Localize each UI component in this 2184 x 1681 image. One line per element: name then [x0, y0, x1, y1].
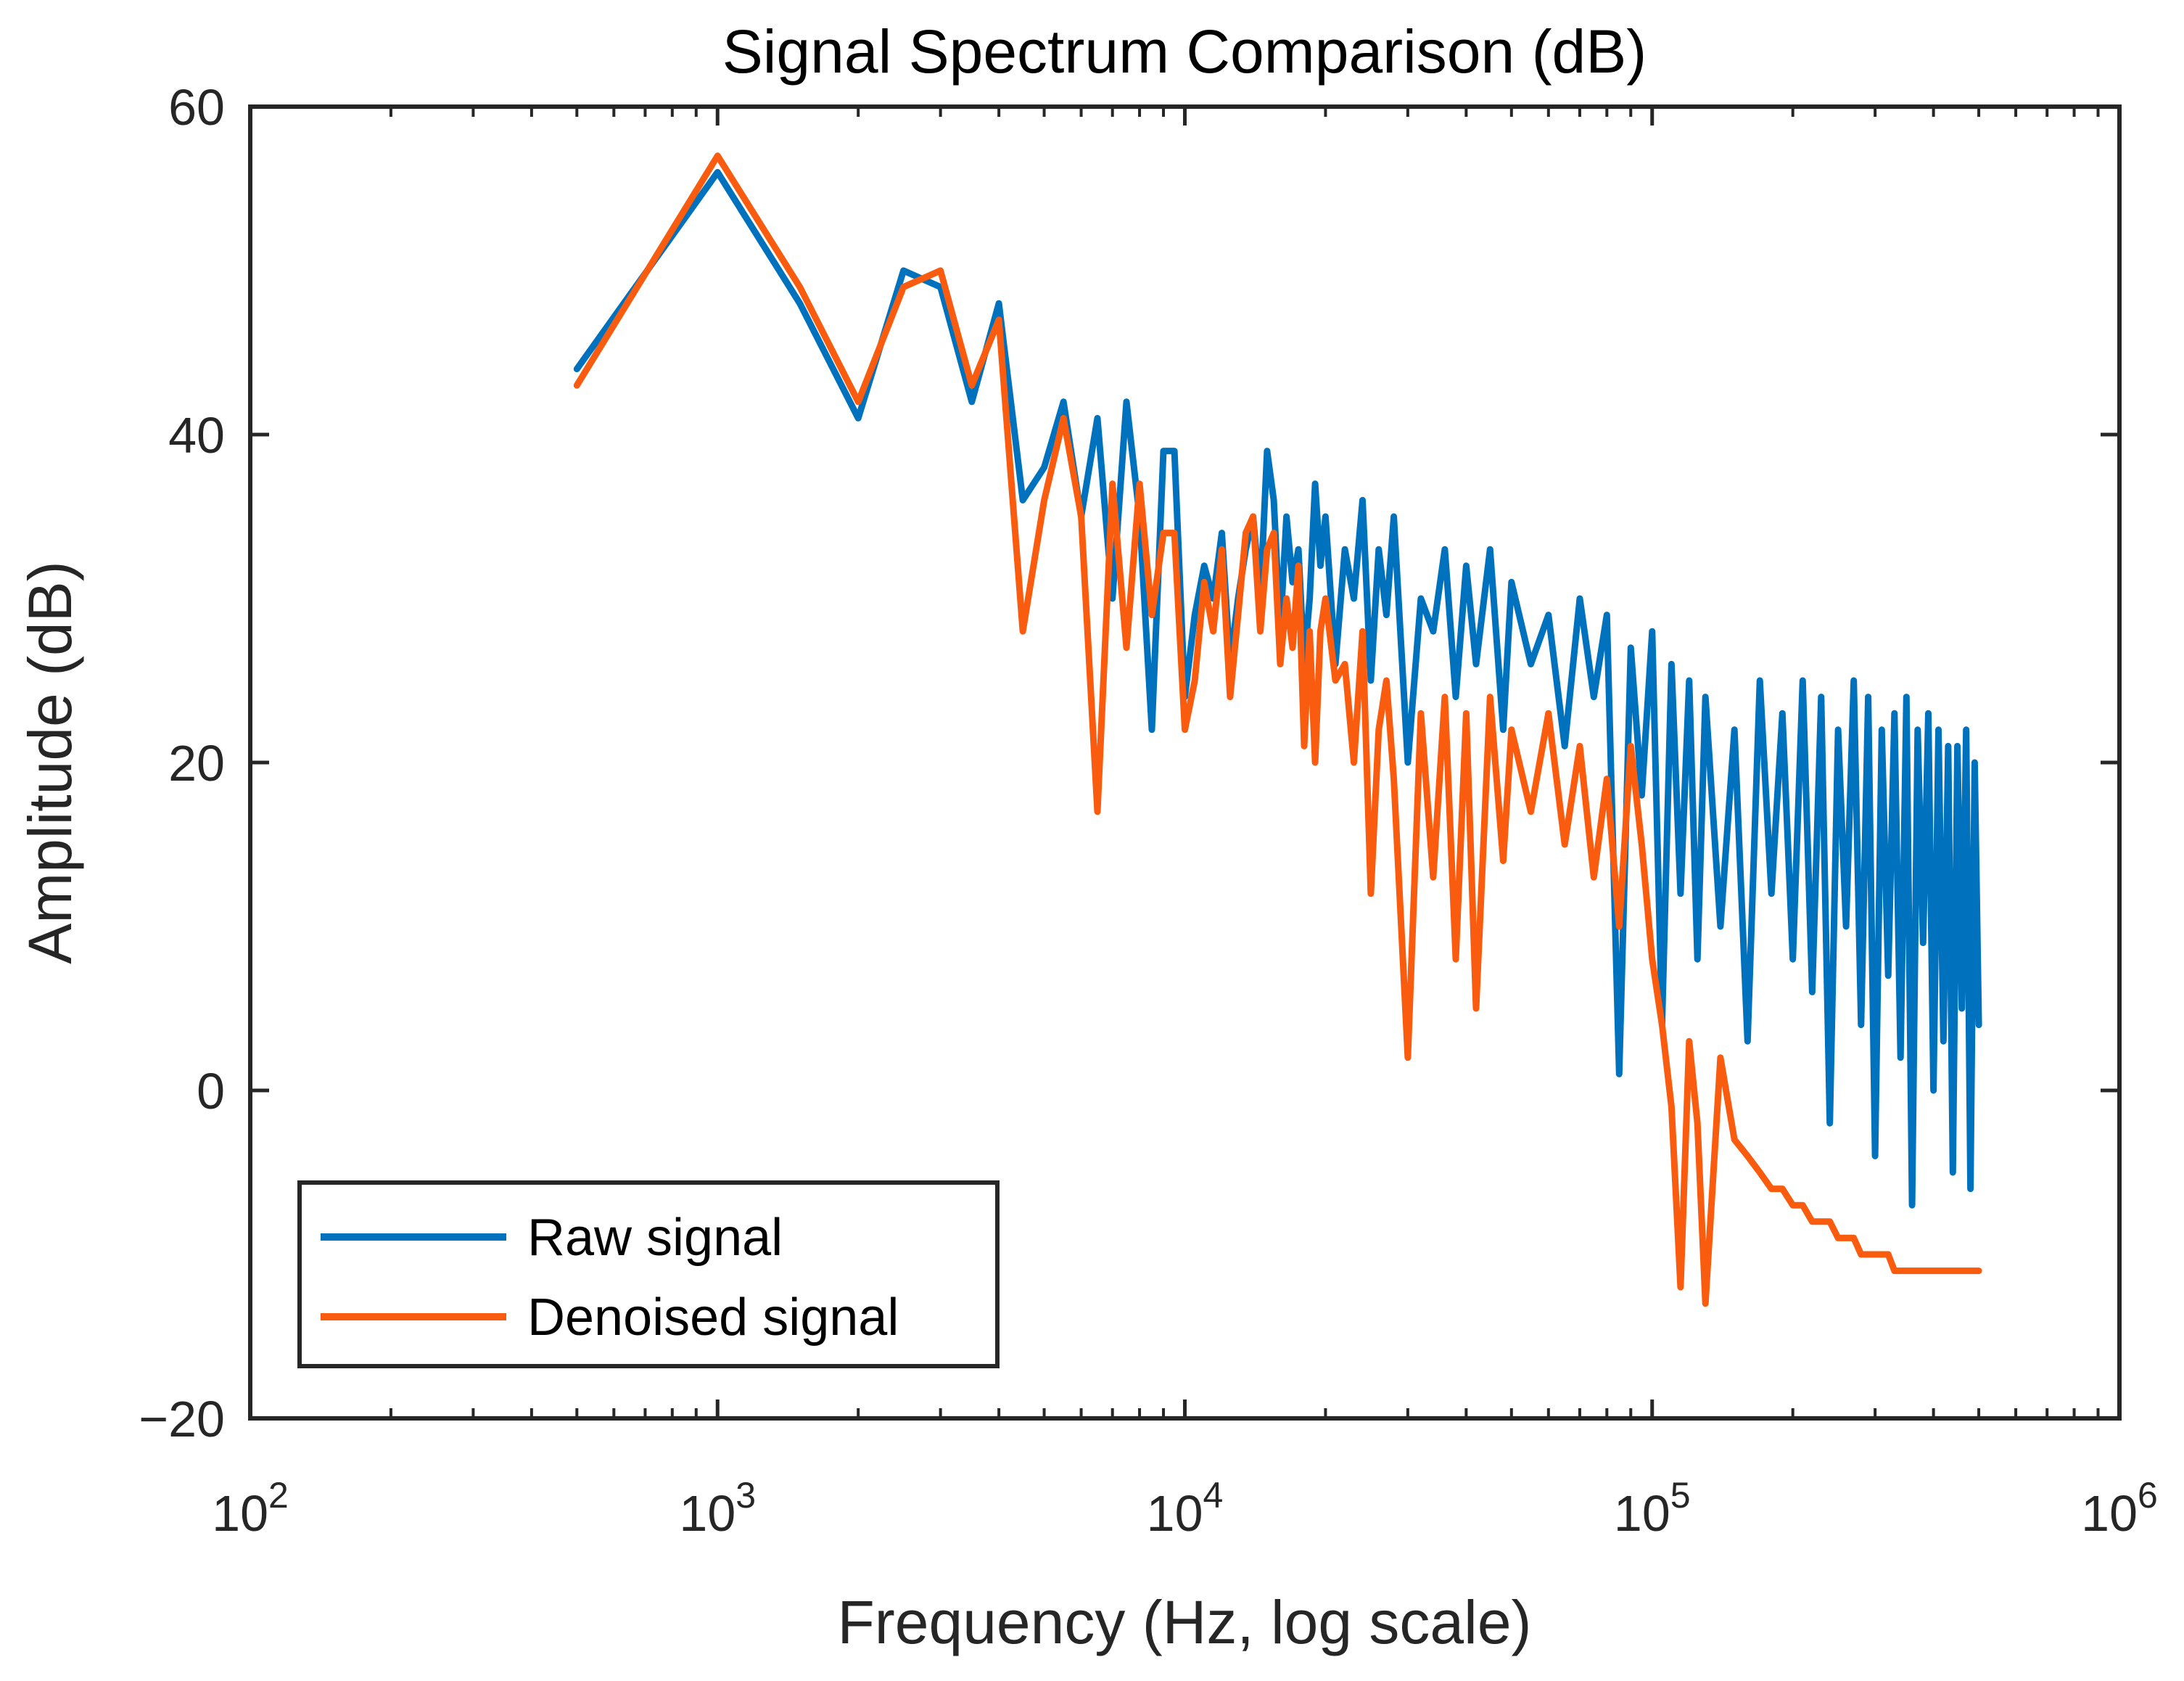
- legend-label-raw-signal: Raw signal: [527, 1209, 783, 1267]
- y-tick-label: 40: [168, 407, 225, 464]
- x-axis-title: Frequency (Hz, log scale): [837, 1588, 1531, 1656]
- legend-label-denoised-signal: Denoised signal: [527, 1289, 899, 1347]
- tick-layer: −20 0 20 40 60 102 103 104 105 106: [139, 79, 2158, 1542]
- x-tick-label: 106: [2081, 1475, 2158, 1542]
- x-tick-label: 102: [212, 1475, 289, 1542]
- y-tick-label: 20: [168, 735, 225, 792]
- y-tick-label: 60: [168, 79, 225, 136]
- legend-box: [297, 1180, 1000, 1368]
- series-line-denoised-signal: [573, 152, 1982, 1307]
- legend[interactable]: Raw signal Denoised signal: [297, 1180, 1000, 1368]
- y-tick-label: −20: [139, 1391, 225, 1447]
- y-axis-title: Amplitude (dB): [16, 561, 84, 964]
- x-tick-label: 104: [1147, 1475, 1224, 1542]
- series-line-raw-signal: [573, 168, 1982, 1209]
- x-tick-label: 103: [679, 1475, 756, 1542]
- chart-title: Signal Spectrum Comparison (dB): [722, 17, 1647, 86]
- series-layer: [573, 152, 1982, 1307]
- x-tick-label: 105: [1614, 1475, 1691, 1542]
- y-tick-label: 0: [197, 1063, 225, 1119]
